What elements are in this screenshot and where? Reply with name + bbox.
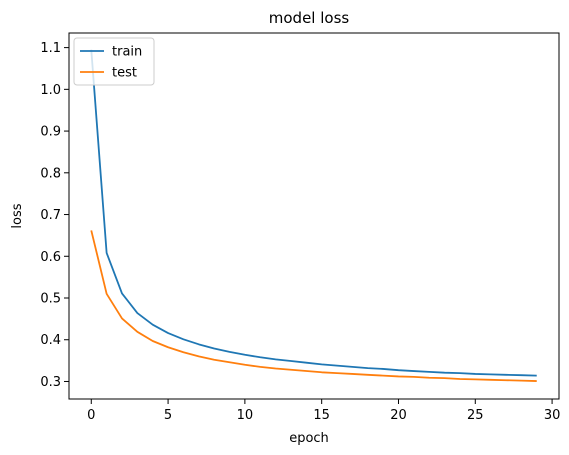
y-tick-label: 0.4 (40, 333, 61, 348)
series-line-train (90, 49, 537, 377)
x-tick-label: 10 (237, 408, 254, 423)
series-line-test (90, 230, 537, 382)
x-axis: 0 5 10 15 20 25 30 (87, 399, 560, 423)
x-tick-label: 15 (313, 408, 330, 423)
legend-label-test: test (112, 66, 137, 81)
x-tick-label: 30 (544, 408, 561, 423)
x-tick-label: 0 (87, 408, 95, 423)
y-tick-label: 0.6 (40, 250, 61, 265)
chart-title: model loss (269, 9, 350, 27)
y-tick-label: 0.5 (40, 292, 61, 307)
legend-label-train: train (112, 45, 142, 60)
y-axis: 0.3 0.4 0.5 0.6 0.7 0.8 0.9 1.0 1.1 (40, 41, 69, 390)
legend-box (73, 37, 155, 86)
y-tick-label: 0.3 (40, 375, 61, 390)
x-tick-label: 25 (467, 408, 484, 423)
y-tick-label: 0.7 (40, 208, 61, 223)
x-tick-label: 20 (390, 408, 407, 423)
x-tick-label: 5 (164, 408, 172, 423)
series-lines (90, 49, 537, 382)
x-axis-label: epoch (289, 431, 329, 446)
plot-frame (68, 32, 560, 400)
y-tick-label: 1.1 (40, 41, 61, 56)
y-tick-label: 1.0 (40, 83, 61, 98)
y-axis-label: loss (10, 203, 25, 228)
y-tick-label: 0.8 (40, 166, 61, 181)
legend: train test (73, 37, 155, 86)
y-tick-label: 0.9 (40, 125, 61, 140)
